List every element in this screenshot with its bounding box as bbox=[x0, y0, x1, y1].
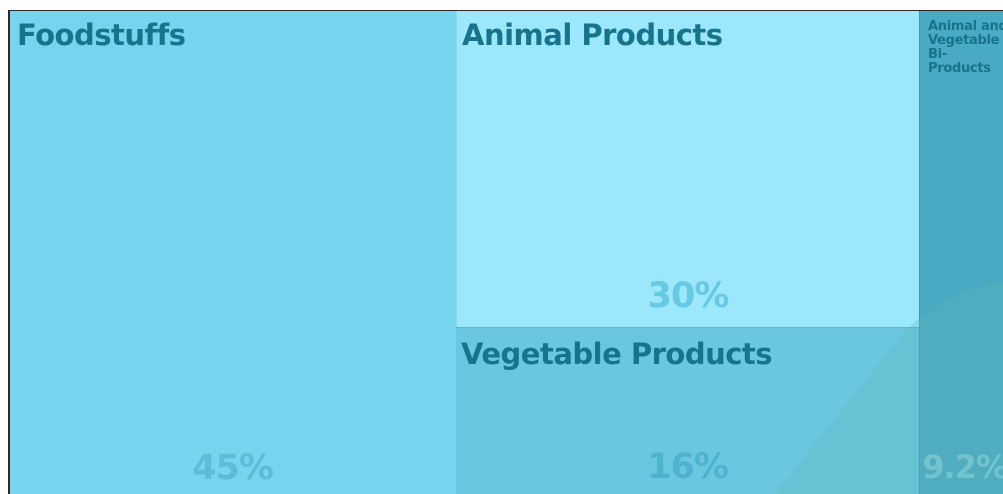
tile-label-animal-vegetable-bi-products: Animal and Vegetable Bi-Products bbox=[928, 19, 1003, 77]
tile-label-vegetable-products: Vegetable Products bbox=[461, 337, 773, 371]
tile-percent-vegetable-products: 16% bbox=[647, 447, 729, 487]
chart-frame-left bbox=[8, 10, 10, 494]
tile-percent-animal-products: 30% bbox=[647, 276, 730, 316]
tile-foodstuffs[interactable]: Foodstuffs 45% bbox=[9, 11, 456, 494]
tile-label-animal-products: Animal Products bbox=[462, 18, 723, 52]
tile-percent-animal-vegetable-bi-products: 9.2% bbox=[922, 448, 1003, 486]
tile-vegetable-products[interactable]: Vegetable Products 16% bbox=[456, 327, 919, 494]
chart-frame-top bbox=[8, 10, 1003, 11]
tile-animal-products[interactable]: Animal Products 30% bbox=[456, 11, 919, 327]
tile-animal-vegetable-bi-products[interactable]: Animal and Vegetable Bi-Products 9.2% bbox=[919, 11, 1003, 494]
tile-percent-foodstuffs: 45% bbox=[192, 448, 274, 488]
tile-label-foodstuffs: Foodstuffs bbox=[17, 18, 186, 52]
